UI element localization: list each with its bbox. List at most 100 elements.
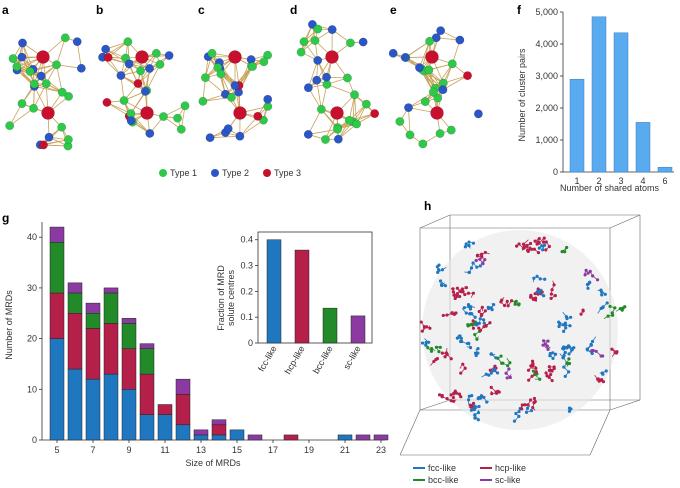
atom: [181, 102, 189, 110]
atom: [429, 88, 437, 96]
mrd-point: [564, 326, 567, 329]
central-solute-atom: [326, 51, 339, 64]
f-ylabel: Number of cluster pairs: [517, 48, 527, 142]
f-ytick-label: 1,000: [535, 135, 558, 145]
atom: [73, 37, 81, 45]
mrd-point: [493, 367, 496, 370]
atom: [436, 26, 444, 34]
mrd-point: [550, 369, 553, 372]
mrd-point: [450, 357, 453, 360]
panel-h-3d-distribution: [400, 215, 640, 455]
mrd-chain: [616, 305, 626, 312]
atom: [248, 62, 256, 70]
mrd-point: [615, 351, 618, 354]
type1-legend-dot: [159, 169, 167, 177]
mrd-point: [601, 354, 604, 357]
g-xtick-label: 11: [160, 445, 169, 455]
g-bar-segment: [104, 293, 118, 323]
atom: [159, 112, 167, 120]
box-edge: [610, 215, 640, 228]
atom: [389, 49, 397, 57]
atom: [313, 56, 321, 64]
atom: [61, 34, 69, 42]
panel-label-d: d: [290, 3, 297, 17]
atom: [52, 61, 60, 69]
panel-label-c: c: [198, 3, 205, 17]
type2-legend-dot: [211, 169, 219, 177]
atom: [415, 63, 423, 71]
mrd-point: [537, 251, 540, 254]
g-bar-segment: [104, 288, 118, 293]
mrd-point: [476, 322, 479, 325]
atom: [343, 74, 351, 82]
mrd-point: [569, 316, 572, 319]
inset-ytick-label: 0.1: [240, 312, 253, 322]
atom: [312, 76, 320, 84]
atom: [64, 135, 72, 143]
f-ytick-label: 3,000: [535, 71, 558, 81]
atom: [146, 129, 154, 137]
f-xtick-label: 2: [596, 176, 601, 186]
g-bar-segment: [140, 415, 154, 440]
mrd-point: [440, 284, 443, 287]
g-bar-segment: [122, 349, 136, 390]
mrd-point: [530, 409, 533, 412]
cluster-structures: [5, 20, 482, 150]
box-edge: [610, 400, 640, 410]
g-ytick-label: 20: [27, 334, 37, 344]
mrd-point: [459, 371, 462, 374]
atom: [311, 36, 319, 44]
atom: [425, 37, 433, 45]
central-solute-atom: [42, 107, 55, 120]
f-bar: [636, 122, 650, 172]
g-bar-segment: [140, 374, 154, 415]
inset-xtick-label: hcp-like: [283, 344, 307, 376]
mrd-point: [475, 354, 478, 357]
g-bar-segment: [68, 313, 82, 369]
mrd-point: [437, 350, 440, 353]
atom: [421, 97, 429, 105]
mrd-point: [527, 379, 530, 382]
mrd-point: [564, 375, 567, 378]
mrd-point: [458, 335, 461, 338]
atom: [322, 73, 330, 81]
g-bar-segment: [212, 420, 226, 425]
type3-legend-label: Type 3: [274, 168, 301, 178]
mrd-point: [499, 354, 502, 357]
box-edge: [420, 215, 450, 228]
atom: [321, 135, 329, 143]
g-bar-segment: [122, 389, 136, 440]
mrd-point: [536, 290, 539, 293]
mrd-point: [606, 301, 609, 304]
atom: [152, 49, 160, 57]
central-solute-atom: [331, 107, 344, 120]
atom: [117, 71, 125, 79]
mrd-point: [472, 407, 475, 410]
panel-label-a: a: [2, 3, 9, 17]
atom: [165, 51, 173, 59]
g-xtick-label: 23: [376, 445, 386, 455]
type1-legend-label: Type 1: [170, 168, 197, 178]
atom: [436, 129, 444, 137]
atom: [26, 67, 34, 75]
f-bar: [592, 17, 606, 172]
atom: [328, 25, 336, 33]
atom: [39, 141, 47, 149]
g-bar-segment: [194, 435, 208, 440]
atom: [297, 48, 305, 56]
mrd-point: [421, 341, 424, 344]
g-bar-segment: [374, 435, 388, 440]
mrd-point: [466, 342, 469, 345]
mrd-point: [562, 330, 565, 333]
g-bar-segment: [176, 425, 190, 440]
g-bar-segment: [50, 293, 64, 339]
cluster-e: [389, 26, 483, 148]
atom: [359, 38, 367, 46]
inset-xtick-label: fcc-like: [256, 344, 279, 373]
g-bar-segment: [86, 313, 100, 328]
mrd-point: [515, 245, 518, 248]
atom: [134, 79, 142, 87]
cluster-d: [297, 20, 379, 143]
cluster-b: [98, 38, 189, 138]
mrd-point: [546, 344, 549, 347]
